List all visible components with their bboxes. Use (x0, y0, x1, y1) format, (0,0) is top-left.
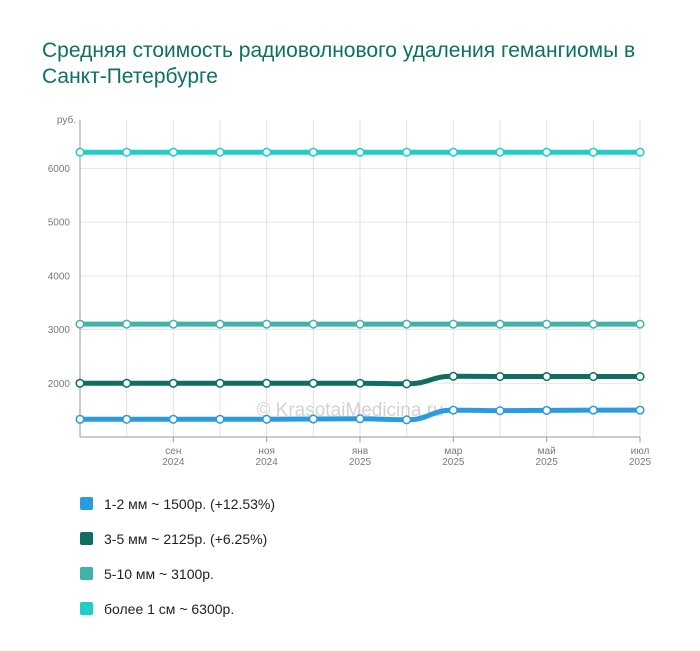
data-point (122, 319, 132, 329)
legend-label: 1-2 мм ~ 1500р. (+12.53%) (104, 495, 276, 512)
data-point (588, 405, 598, 415)
data-point (588, 319, 598, 329)
y-tick-label: 3000 (48, 325, 71, 336)
x-tick-label-month: июл (631, 446, 650, 457)
data-point (215, 147, 225, 157)
x-tick-label-month: сен (165, 446, 181, 457)
data-point (355, 378, 365, 388)
x-tick-label-month: ноя (258, 446, 275, 457)
x-tick-label-month: янв (352, 446, 368, 457)
legend-item[interactable]: 1-2 мм ~ 1500р. (+12.53%) (80, 486, 275, 521)
data-point (448, 319, 458, 329)
data-point (262, 378, 272, 388)
data-point (495, 319, 505, 329)
data-point (122, 414, 132, 424)
series (75, 147, 645, 425)
series-3-5-мм (75, 371, 645, 389)
data-point (448, 405, 458, 415)
y-tick-label: 2000 (48, 379, 71, 390)
data-point (448, 147, 458, 157)
legend-label: 5-10 мм ~ 3100р. (104, 565, 214, 582)
x-tick-label-month: май (538, 446, 556, 457)
data-point (402, 147, 412, 157)
y-axis-unit-label: руб. (57, 114, 76, 126)
data-point (355, 147, 365, 157)
x-tick-label-year: 2024 (162, 457, 185, 468)
data-point (355, 414, 365, 424)
data-point (542, 405, 552, 415)
data-point (635, 405, 645, 415)
series-более-1-см (75, 147, 645, 157)
data-point (542, 147, 552, 157)
data-point (588, 147, 598, 157)
legend-label: более 1 см ~ 6300р. (104, 600, 235, 617)
axes: 20003000400050006000руб.сен2024ноя2024ян… (48, 114, 652, 468)
x-tick-label-year: 2024 (256, 457, 279, 468)
x-tick-label-year: 2025 (349, 457, 372, 468)
data-point (402, 379, 412, 389)
legend-swatch (80, 602, 93, 615)
data-point (308, 319, 318, 329)
data-point (635, 372, 645, 382)
data-point (215, 378, 225, 388)
series-5-10-мм (75, 319, 645, 329)
series-1-2-мм (75, 405, 645, 425)
data-point (262, 319, 272, 329)
data-point (542, 372, 552, 382)
data-point (215, 414, 225, 424)
legend-swatch (80, 567, 93, 580)
data-point (168, 147, 178, 157)
y-tick-label: 5000 (48, 218, 71, 229)
data-point (542, 319, 552, 329)
data-point (635, 147, 645, 157)
data-point (75, 378, 85, 388)
data-point (448, 371, 458, 381)
data-point (262, 414, 272, 424)
data-point (495, 372, 505, 382)
data-point (308, 147, 318, 157)
data-point (402, 319, 412, 329)
data-point (215, 319, 225, 329)
data-point (168, 414, 178, 424)
data-point (122, 147, 132, 157)
data-point (635, 319, 645, 329)
x-tick-label-month: мар (444, 446, 462, 457)
grid (79, 120, 641, 437)
data-point (495, 406, 505, 416)
legend-item[interactable]: 3-5 мм ~ 2125р. (+6.25%) (80, 521, 275, 556)
data-point (75, 147, 85, 157)
data-point (588, 372, 598, 382)
y-tick-label: 4000 (48, 271, 71, 282)
x-tick-label-year: 2025 (442, 457, 465, 468)
chart-title: Средняя стоимость радиоволнового удалени… (42, 39, 636, 88)
legend-label: 3-5 мм ~ 2125р. (+6.25%) (104, 530, 268, 547)
data-point (308, 414, 318, 424)
data-point (75, 414, 85, 424)
legend-swatch (80, 532, 93, 545)
legend: 1-2 мм ~ 1500р. (+12.53%) 3-5 мм ~ 2125р.… (80, 486, 275, 626)
data-point (75, 319, 85, 329)
data-point (308, 378, 318, 388)
data-point (495, 147, 505, 157)
legend-item[interactable]: 5-10 мм ~ 3100р. (80, 556, 275, 591)
data-point (262, 147, 272, 157)
watermark: © KrasotaiMedicina.ru (256, 400, 443, 421)
data-point (402, 415, 412, 425)
data-point (168, 378, 178, 388)
data-point (122, 378, 132, 388)
legend-item[interactable]: более 1 см ~ 6300р. (80, 591, 275, 626)
x-tick-label-year: 2025 (536, 457, 559, 468)
legend-swatch (80, 497, 93, 510)
y-tick-label: 6000 (48, 164, 71, 175)
data-point (168, 319, 178, 329)
x-tick-label-year: 2025 (629, 457, 652, 468)
data-point (355, 319, 365, 329)
